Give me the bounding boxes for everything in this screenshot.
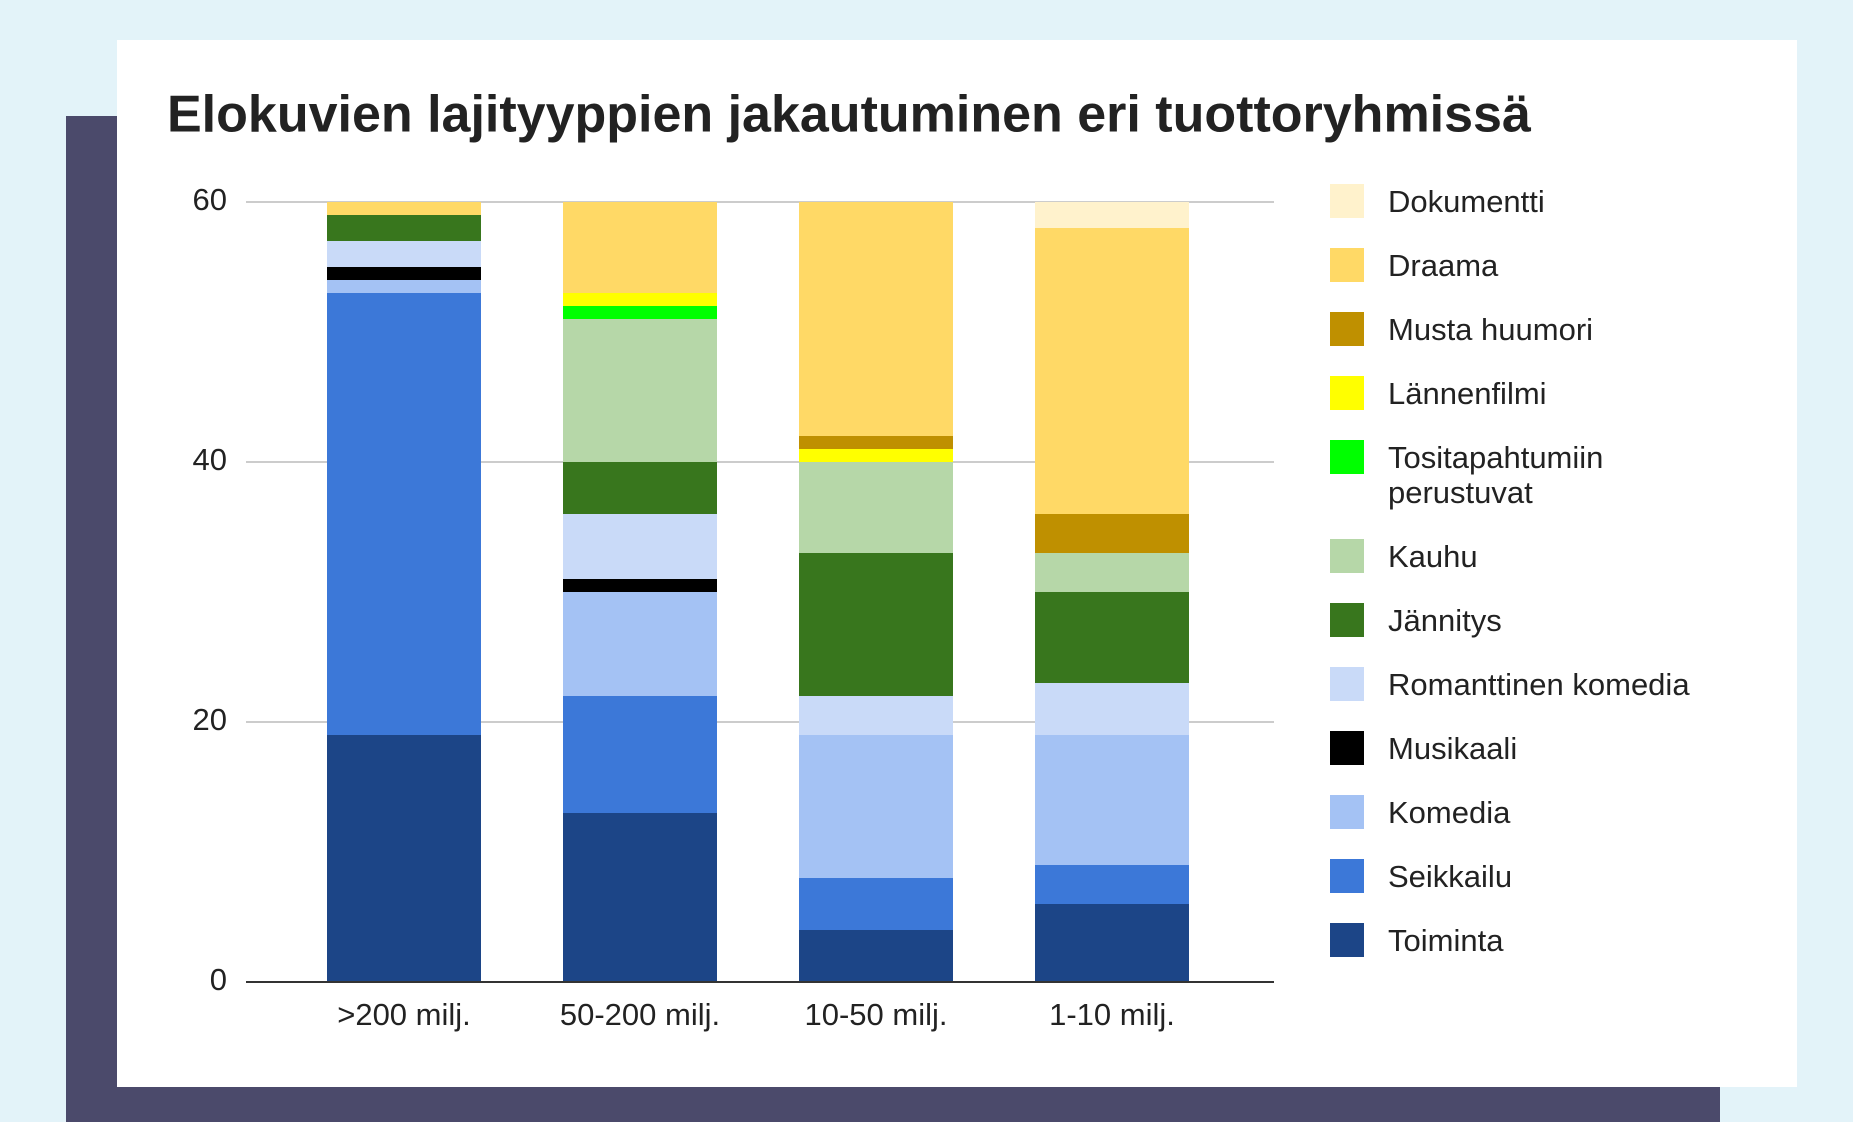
- bar-segment: [327, 241, 481, 267]
- legend-item: Romanttinen komedia: [1330, 667, 1730, 702]
- legend-item: Jännitys: [1330, 603, 1730, 638]
- legend: Dokumentti Draama Musta huumori Lännenfilmi…: [1330, 184, 1730, 958]
- bar-segment: [1035, 202, 1189, 228]
- x-tick-label: 50-200 milj.: [560, 997, 720, 1032]
- bar-segment: [1035, 553, 1189, 592]
- legend-item: Draama: [1330, 248, 1730, 283]
- bar-segment: [563, 306, 717, 319]
- legend-label: Dokumentti: [1388, 184, 1545, 219]
- legend-label: Toiminta: [1388, 923, 1504, 958]
- bar-segment: [563, 813, 717, 982]
- legend-label: Draama: [1388, 248, 1499, 283]
- bar-segment: [563, 202, 717, 293]
- legend-label: Seikkailu: [1388, 859, 1513, 894]
- legend-swatch: [1330, 539, 1364, 573]
- legend-label: Komedia: [1388, 795, 1511, 830]
- x-tick-label: 10-50 milj.: [805, 997, 948, 1032]
- bar-segment: [1035, 904, 1189, 982]
- legend-item: Toiminta: [1330, 923, 1730, 958]
- legend-item: Musikaali: [1330, 731, 1730, 766]
- chart-title: Elokuvien lajityyppien jakautuminen eri …: [167, 86, 1532, 144]
- bar-segment: [799, 202, 953, 436]
- bar-segment: [563, 462, 717, 514]
- legend-label: Jännitys: [1388, 603, 1502, 638]
- legend-swatch: [1330, 312, 1364, 346]
- y-tick-label: 40: [193, 442, 227, 477]
- legend-swatch: [1330, 859, 1364, 893]
- bar-segment: [799, 449, 953, 462]
- y-tick-label: 20: [193, 702, 227, 737]
- legend-label: Romanttinen komedia: [1388, 667, 1690, 702]
- bar-segment: [799, 436, 953, 449]
- bar-segment: [327, 202, 481, 215]
- bar-segment: [799, 878, 953, 930]
- bar-segment: [1035, 735, 1189, 865]
- bar-segment: [563, 514, 717, 579]
- bar-segment: [799, 462, 953, 553]
- legend-swatch: [1330, 731, 1364, 765]
- bar-segment: [799, 735, 953, 878]
- bar-segment: [327, 735, 481, 982]
- bar-segment: [563, 319, 717, 462]
- bar-segment: [1035, 514, 1189, 553]
- y-tick-label: 60: [193, 182, 227, 217]
- legend-item: Tositapahtumiin perustuvat: [1330, 440, 1730, 510]
- bar-segment: [1035, 228, 1189, 514]
- legend-label: Lännenfilmi: [1388, 376, 1547, 411]
- x-tick-label: 1-10 milj.: [1049, 997, 1175, 1032]
- legend-label: Tositapahtumiin perustuvat: [1388, 440, 1604, 510]
- bar-segment: [327, 293, 481, 735]
- legend-label: Musikaali: [1388, 731, 1518, 766]
- bar-segment: [563, 592, 717, 696]
- legend-swatch: [1330, 440, 1364, 474]
- legend-item: Komedia: [1330, 795, 1730, 830]
- bar-segment: [799, 553, 953, 696]
- bar-segment: [799, 696, 953, 735]
- legend-item: Seikkailu: [1330, 859, 1730, 894]
- legend-swatch: [1330, 795, 1364, 829]
- bar-segment: [327, 215, 481, 241]
- bar-segment: [799, 930, 953, 982]
- legend-item: Kauhu: [1330, 539, 1730, 574]
- bar-segment: [1035, 592, 1189, 683]
- y-tick-label: 0: [210, 962, 227, 997]
- legend-item: Dokumentti: [1330, 184, 1730, 219]
- legend-item: Lännenfilmi: [1330, 376, 1730, 411]
- bar-segment: [563, 579, 717, 592]
- bar-segment: [1035, 865, 1189, 904]
- bar-segment: [1035, 683, 1189, 735]
- bar-segment: [327, 267, 481, 280]
- legend-item: Musta huumori: [1330, 312, 1730, 347]
- bar-segment: [563, 293, 717, 306]
- x-tick-label: >200 milj.: [337, 997, 471, 1032]
- legend-label: Kauhu: [1388, 539, 1478, 574]
- legend-swatch: [1330, 376, 1364, 410]
- legend-swatch: [1330, 923, 1364, 957]
- legend-swatch: [1330, 248, 1364, 282]
- bar-segment: [563, 696, 717, 813]
- legend-swatch: [1330, 184, 1364, 218]
- legend-swatch: [1330, 603, 1364, 637]
- bar-segment: [327, 280, 481, 293]
- legend-swatch: [1330, 667, 1364, 701]
- legend-label: Musta huumori: [1388, 312, 1594, 347]
